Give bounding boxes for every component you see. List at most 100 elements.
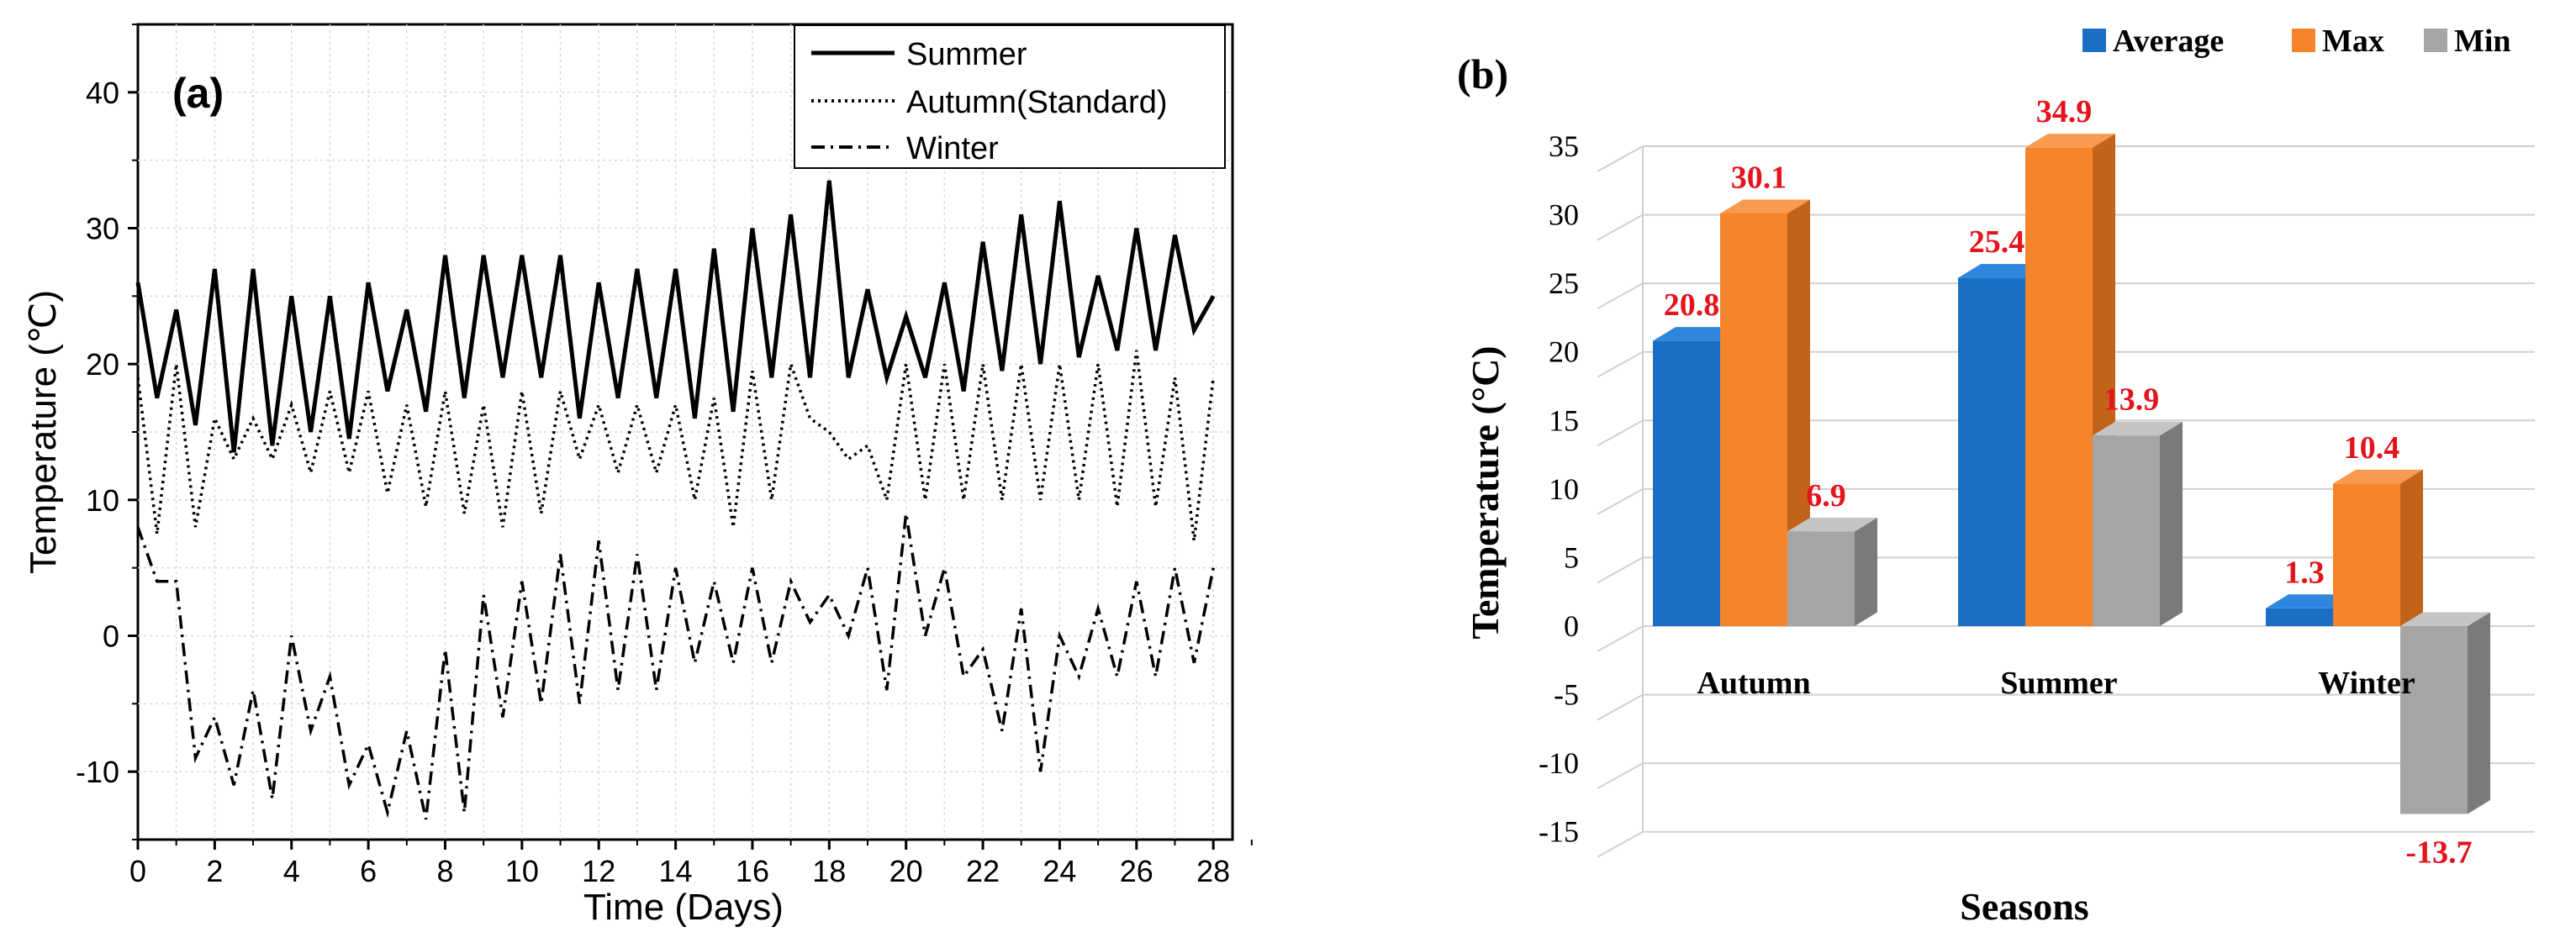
y-tick-label: 10 xyxy=(1549,472,1579,506)
y-tick-label: 10 xyxy=(86,483,119,518)
bar-max-autumn xyxy=(1720,213,1787,626)
x-tick-label: 6 xyxy=(360,854,377,888)
bar-min-summer-side xyxy=(2160,421,2183,626)
panel-a-label: (a) xyxy=(172,70,224,117)
bar-min-winter-top xyxy=(2400,612,2490,626)
panel-b-bars xyxy=(1653,134,2490,814)
bar-max-summer-top xyxy=(2025,134,2115,148)
data-label-max-summer: 34.9 xyxy=(2036,94,2093,129)
legend-min-label: Min xyxy=(2454,24,2511,59)
category-label-winter: Winter xyxy=(2318,666,2415,701)
y-gridline-depth xyxy=(1597,830,1644,858)
data-label-average-summer: 25.4 xyxy=(1969,224,2025,260)
legend-max-swatch xyxy=(2292,29,2315,52)
y-tick-label: 40 xyxy=(86,76,119,110)
legend-min-swatch xyxy=(2424,29,2447,52)
y-tick-label: -10 xyxy=(1539,746,1579,780)
panel-a-legend-box xyxy=(794,24,1226,169)
panel-b-bar-chart: 35 30 25 20 15 10 5 0 -5 -10 -15 Autumn Summer Winte… xyxy=(1457,24,2535,928)
series-line-winter xyxy=(136,513,1215,820)
y-tick-label: 15 xyxy=(1549,403,1579,437)
bar-max-winter-top xyxy=(2333,469,2423,484)
panel-a-x-axis-label: Time (Days) xyxy=(583,887,784,928)
panel-b-x-axis-label: Seasons xyxy=(1960,885,2088,928)
y-tick-label: 20 xyxy=(1549,335,1579,369)
bar-min-winter xyxy=(2400,626,2468,814)
x-tick-label: 26 xyxy=(1120,854,1153,888)
y-gridline-depth xyxy=(1597,693,1644,721)
y-tick-label: 0 xyxy=(1564,609,1579,643)
y-gridline-depth xyxy=(1597,762,1644,790)
data-label-min-winter: -13.7 xyxy=(2405,835,2472,871)
y-gridline-depth xyxy=(1597,145,1644,172)
panel-a-y-axis-label: Temperature (℃) xyxy=(23,290,64,574)
data-label-min-summer: 13.9 xyxy=(2104,382,2160,418)
panel-b-y-tick-labels: 35 30 25 20 15 10 5 0 -5 -10 -15 xyxy=(1539,129,1579,849)
y-gridline-depth xyxy=(1597,419,1644,447)
panel-b-data-labels: 20.8 30.1 6.9 25.4 34.9 13.9 1.3 10.4 -13.7 xyxy=(1664,94,2473,870)
legend-average-label: Average xyxy=(2113,24,2224,59)
legend-winter-label: Winter xyxy=(906,131,999,166)
panel-a-legend: Summer Autumn(Standard) Winter xyxy=(794,24,1226,169)
y-tick-label: -5 xyxy=(1554,678,1579,712)
x-tick-label: 2 xyxy=(206,854,223,888)
panel-a-y-tick-labels: -10 0 10 20 30 40 xyxy=(76,76,119,789)
category-label-summer: Summer xyxy=(2000,666,2117,701)
x-tick-label: 22 xyxy=(966,854,1000,888)
panel-a-ticks xyxy=(128,24,1253,850)
x-tick-label: 28 xyxy=(1196,854,1230,888)
bar-min-winter-side xyxy=(2468,612,2490,814)
bar-max-winter-side xyxy=(2400,469,2423,626)
y-tick-label: 30 xyxy=(86,212,119,246)
y-tick-label: 35 xyxy=(1549,129,1579,163)
x-tick-label: 16 xyxy=(736,854,769,888)
data-label-max-winter: 10.4 xyxy=(2344,430,2400,466)
bar-min-summer xyxy=(2093,435,2160,626)
x-tick-label: 14 xyxy=(659,854,693,888)
x-tick-label: 18 xyxy=(812,854,846,888)
x-tick-label: 10 xyxy=(505,854,539,888)
bar-max-autumn-top xyxy=(1720,199,1810,213)
bar-min-summer-top xyxy=(2093,421,2183,436)
y-gridline-depth xyxy=(1597,625,1644,652)
panel-b-category-labels: Autumn Summer Winter xyxy=(1697,666,2415,701)
panel-a-x-tick-labels: 0 2 4 6 8 10 12 14 16 18 20 22 24 26 28 xyxy=(129,854,1230,888)
y-gridline-depth xyxy=(1597,213,1644,241)
data-label-max-autumn: 30.1 xyxy=(1731,160,1787,195)
y-gridline-depth xyxy=(1597,487,1644,515)
bar-max-winter xyxy=(2333,483,2400,626)
panel-b-y-axis-label: Temperature (°C) xyxy=(1464,345,1507,639)
y-gridline-depth xyxy=(1597,350,1644,378)
y-gridline-depth xyxy=(1597,282,1644,310)
y-tick-label: 25 xyxy=(1549,266,1579,300)
category-label-autumn: Autumn xyxy=(1697,666,1810,701)
legend-summer-label: Summer xyxy=(906,37,1027,72)
panel-a-series-lines xyxy=(135,180,1216,820)
panel-b-legend: Average Max Min xyxy=(2082,24,2511,59)
x-tick-label: 20 xyxy=(889,854,923,888)
y-tick-label: -15 xyxy=(1539,815,1579,849)
legend-max-label: Max xyxy=(2322,24,2384,59)
y-tick-label: 20 xyxy=(86,347,119,382)
bar-max-summer xyxy=(2025,147,2093,627)
y-gridline-depth xyxy=(1597,556,1644,584)
series-line-autumn-standard xyxy=(136,350,1215,541)
bar-average-summer xyxy=(1958,277,2025,626)
bar-min-autumn-top xyxy=(1787,517,1877,532)
data-label-average-autumn: 20.8 xyxy=(1664,287,1720,323)
bar-average-autumn xyxy=(1653,340,1720,626)
series-line-summer xyxy=(135,180,1216,453)
y-tick-label: 0 xyxy=(103,619,119,654)
bar-min-autumn xyxy=(1787,531,1855,626)
panel-b-label: (b) xyxy=(1457,50,1508,97)
y-tick-label: 30 xyxy=(1549,198,1579,232)
bar-average-winter xyxy=(2266,608,2333,626)
x-tick-label: 24 xyxy=(1043,854,1076,888)
legend-average-swatch xyxy=(2082,29,2106,52)
bar-max-autumn-side xyxy=(1787,199,1810,626)
data-label-average-winter: 1.3 xyxy=(2284,555,2325,590)
bar-min-autumn-side xyxy=(1855,517,1877,626)
x-tick-label: 8 xyxy=(436,854,453,888)
